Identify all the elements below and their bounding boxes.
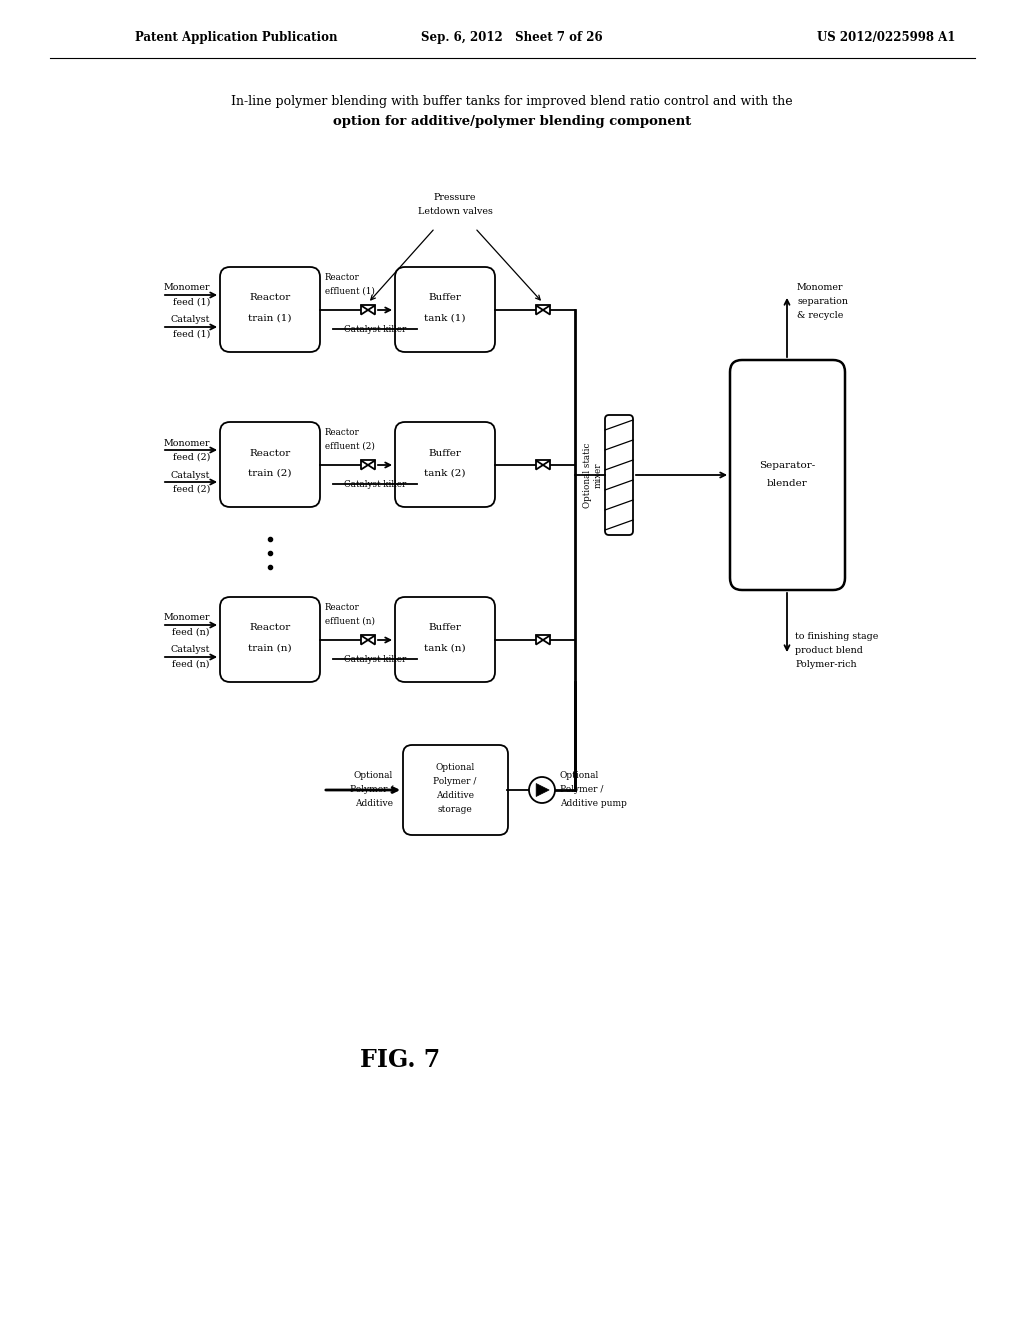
- Text: Reactor: Reactor: [325, 273, 359, 282]
- Text: tank (2): tank (2): [424, 469, 466, 478]
- FancyBboxPatch shape: [730, 360, 845, 590]
- FancyBboxPatch shape: [395, 422, 495, 507]
- Text: Optional: Optional: [353, 771, 393, 780]
- Text: Optional static
mixer: Optional static mixer: [584, 442, 603, 508]
- Text: Patent Application Publication: Patent Application Publication: [135, 32, 338, 45]
- FancyBboxPatch shape: [220, 597, 319, 682]
- Text: Sep. 6, 2012   Sheet 7 of 26: Sep. 6, 2012 Sheet 7 of 26: [421, 32, 603, 45]
- Polygon shape: [361, 635, 368, 644]
- Text: Catalyst: Catalyst: [171, 645, 210, 655]
- Polygon shape: [536, 305, 543, 314]
- Polygon shape: [368, 461, 375, 470]
- FancyBboxPatch shape: [403, 744, 508, 836]
- Text: train (2): train (2): [248, 469, 292, 478]
- Text: storage: storage: [437, 805, 472, 814]
- Polygon shape: [361, 305, 368, 314]
- Text: Buffer: Buffer: [429, 449, 462, 458]
- Text: Polymer-rich: Polymer-rich: [795, 660, 857, 669]
- Polygon shape: [536, 461, 543, 470]
- Circle shape: [529, 777, 555, 803]
- FancyBboxPatch shape: [395, 267, 495, 352]
- Text: separation: separation: [797, 297, 848, 306]
- Text: Pressure: Pressure: [434, 193, 476, 202]
- Text: option for additive/polymer blending component: option for additive/polymer blending com…: [333, 116, 691, 128]
- Polygon shape: [368, 305, 375, 314]
- Text: & recycle: & recycle: [797, 312, 844, 319]
- Polygon shape: [543, 635, 550, 644]
- Text: product blend: product blend: [795, 645, 863, 655]
- Text: Reactor: Reactor: [325, 428, 359, 437]
- Text: Monomer: Monomer: [164, 438, 210, 447]
- Text: feed (2): feed (2): [173, 484, 210, 494]
- Text: effluent (2): effluent (2): [325, 442, 375, 451]
- Text: Monomer: Monomer: [164, 284, 210, 293]
- Text: feed (1): feed (1): [173, 330, 210, 338]
- Text: blender: blender: [767, 479, 807, 487]
- Text: Catalyst killer: Catalyst killer: [344, 480, 407, 488]
- Text: train (n): train (n): [248, 644, 292, 652]
- Text: Polymer /: Polymer /: [349, 785, 393, 795]
- Text: feed (n): feed (n): [172, 660, 210, 668]
- Text: Separator-: Separator-: [759, 461, 815, 470]
- Text: feed (2): feed (2): [173, 453, 210, 462]
- Text: US 2012/0225998 A1: US 2012/0225998 A1: [816, 32, 955, 45]
- Text: Additive pump: Additive pump: [560, 800, 627, 808]
- Text: Reactor: Reactor: [250, 293, 291, 302]
- Text: Catalyst: Catalyst: [171, 315, 210, 325]
- Polygon shape: [361, 461, 368, 470]
- Polygon shape: [537, 784, 549, 796]
- Text: Buffer: Buffer: [429, 293, 462, 302]
- Text: Catalyst killer: Catalyst killer: [344, 655, 407, 664]
- Text: Letdown valves: Letdown valves: [418, 207, 493, 216]
- Text: Buffer: Buffer: [429, 623, 462, 632]
- Text: to finishing stage: to finishing stage: [795, 632, 879, 642]
- FancyBboxPatch shape: [395, 597, 495, 682]
- Text: Reactor: Reactor: [325, 603, 359, 612]
- Text: feed (n): feed (n): [172, 627, 210, 636]
- Text: Catalyst killer: Catalyst killer: [344, 325, 407, 334]
- Text: Additive: Additive: [436, 792, 474, 800]
- Polygon shape: [543, 461, 550, 470]
- Text: train (1): train (1): [248, 314, 292, 322]
- Text: feed (1): feed (1): [173, 297, 210, 306]
- Text: Monomer: Monomer: [797, 282, 844, 292]
- Text: Optional: Optional: [435, 763, 475, 772]
- Text: Monomer: Monomer: [164, 614, 210, 623]
- Text: Polymer /: Polymer /: [433, 777, 477, 787]
- Text: Catalyst: Catalyst: [171, 470, 210, 479]
- Polygon shape: [368, 635, 375, 644]
- Text: Reactor: Reactor: [250, 449, 291, 458]
- Text: Optional: Optional: [560, 771, 599, 780]
- Text: effluent (n): effluent (n): [325, 616, 375, 626]
- FancyBboxPatch shape: [605, 414, 633, 535]
- Text: In-line polymer blending with buffer tanks for improved blend ratio control and : In-line polymer blending with buffer tan…: [231, 95, 793, 108]
- Polygon shape: [536, 635, 543, 644]
- Text: Reactor: Reactor: [250, 623, 291, 632]
- FancyBboxPatch shape: [220, 267, 319, 352]
- Text: Additive: Additive: [355, 800, 393, 808]
- Polygon shape: [543, 305, 550, 314]
- Text: tank (1): tank (1): [424, 314, 466, 322]
- Text: effluent (1): effluent (1): [325, 286, 375, 296]
- FancyBboxPatch shape: [220, 422, 319, 507]
- Text: Polymer /: Polymer /: [560, 785, 603, 795]
- Text: FIG. 7: FIG. 7: [359, 1048, 440, 1072]
- Text: tank (n): tank (n): [424, 644, 466, 652]
